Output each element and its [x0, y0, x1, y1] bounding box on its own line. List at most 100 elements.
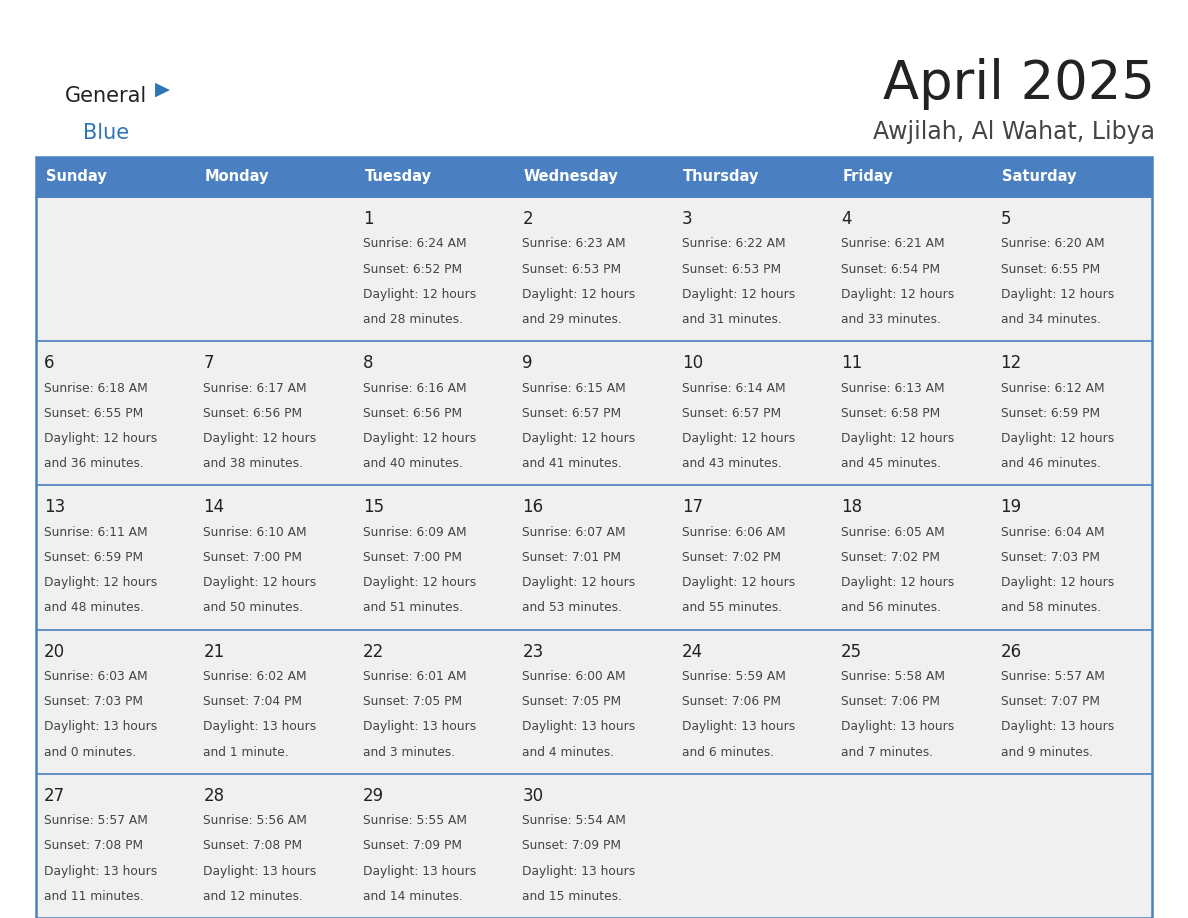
Text: 29: 29 [362, 787, 384, 805]
Bar [355, 630, 514, 774]
Text: Sunset: 7:05 PM: Sunset: 7:05 PM [362, 695, 462, 708]
Text: and 41 minutes.: and 41 minutes. [523, 457, 623, 470]
Text: Daylight: 13 hours: Daylight: 13 hours [44, 865, 157, 878]
Text: Awjilah, Al Wahat, Libya: Awjilah, Al Wahat, Libya [873, 120, 1155, 144]
Text: Daylight: 13 hours: Daylight: 13 hours [523, 865, 636, 878]
Bar [674, 486, 833, 630]
Text: and 53 minutes.: and 53 minutes. [523, 601, 623, 614]
Text: Sunset: 7:09 PM: Sunset: 7:09 PM [523, 839, 621, 853]
Bar [355, 486, 514, 630]
Text: and 3 minutes.: and 3 minutes. [362, 745, 455, 758]
Text: Sunset: 6:57 PM: Sunset: 6:57 PM [523, 407, 621, 420]
Text: Sunrise: 6:06 AM: Sunrise: 6:06 AM [682, 526, 785, 539]
Text: Sunrise: 6:20 AM: Sunrise: 6:20 AM [1000, 238, 1104, 251]
Bar [36, 486, 196, 630]
Text: Sunrise: 6:14 AM: Sunrise: 6:14 AM [682, 382, 785, 395]
Text: Daylight: 12 hours: Daylight: 12 hours [682, 288, 795, 301]
Text: Sunset: 7:03 PM: Sunset: 7:03 PM [1000, 551, 1100, 564]
Text: Sunrise: 6:11 AM: Sunrise: 6:11 AM [44, 526, 147, 539]
Text: Sunrise: 5:54 AM: Sunrise: 5:54 AM [523, 814, 626, 827]
Bar [355, 197, 514, 341]
Text: Sunrise: 5:56 AM: Sunrise: 5:56 AM [203, 814, 308, 827]
Text: Sunrise: 6:13 AM: Sunrise: 6:13 AM [841, 382, 944, 395]
Text: Sunset: 6:54 PM: Sunset: 6:54 PM [841, 263, 940, 275]
Text: and 33 minutes.: and 33 minutes. [841, 313, 941, 326]
Text: Sunrise: 6:18 AM: Sunrise: 6:18 AM [44, 382, 147, 395]
Text: Sunset: 6:56 PM: Sunset: 6:56 PM [362, 407, 462, 420]
Text: Sunrise: 6:00 AM: Sunrise: 6:00 AM [523, 670, 626, 683]
Text: Sunset: 6:53 PM: Sunset: 6:53 PM [682, 263, 781, 275]
Text: 3: 3 [682, 210, 693, 228]
Text: Sunset: 7:06 PM: Sunset: 7:06 PM [682, 695, 781, 708]
Text: Sunrise: 6:16 AM: Sunrise: 6:16 AM [362, 382, 467, 395]
Text: Sunset: 6:57 PM: Sunset: 6:57 PM [682, 407, 781, 420]
Bar [992, 197, 1152, 341]
Text: and 40 minutes.: and 40 minutes. [362, 457, 462, 470]
Text: Sunset: 7:00 PM: Sunset: 7:00 PM [203, 551, 303, 564]
Bar [833, 630, 992, 774]
Text: and 4 minutes.: and 4 minutes. [523, 745, 614, 758]
Text: Sunrise: 6:23 AM: Sunrise: 6:23 AM [523, 238, 626, 251]
Text: Blue: Blue [83, 123, 129, 143]
Text: Sunrise: 6:09 AM: Sunrise: 6:09 AM [362, 526, 467, 539]
Bar [833, 774, 992, 918]
Text: and 56 minutes.: and 56 minutes. [841, 601, 941, 614]
Text: Sunset: 7:08 PM: Sunset: 7:08 PM [203, 839, 303, 853]
Text: and 1 minute.: and 1 minute. [203, 745, 289, 758]
Text: 30: 30 [523, 787, 543, 805]
Text: 2: 2 [523, 210, 533, 228]
Text: Daylight: 13 hours: Daylight: 13 hours [523, 721, 636, 733]
Text: Sunset: 7:02 PM: Sunset: 7:02 PM [682, 551, 781, 564]
Text: 18: 18 [841, 498, 862, 517]
Text: and 38 minutes.: and 38 minutes. [203, 457, 303, 470]
Text: Daylight: 13 hours: Daylight: 13 hours [1000, 721, 1114, 733]
Text: Daylight: 13 hours: Daylight: 13 hours [682, 721, 795, 733]
Text: Sunrise: 6:22 AM: Sunrise: 6:22 AM [682, 238, 785, 251]
Text: Sunset: 7:09 PM: Sunset: 7:09 PM [362, 839, 462, 853]
Text: 15: 15 [362, 498, 384, 517]
Text: Sunset: 6:52 PM: Sunset: 6:52 PM [362, 263, 462, 275]
Text: Sunset: 7:06 PM: Sunset: 7:06 PM [841, 695, 940, 708]
Text: Sunrise: 6:24 AM: Sunrise: 6:24 AM [362, 238, 467, 251]
Text: Daylight: 12 hours: Daylight: 12 hours [362, 432, 476, 445]
Text: Tuesday: Tuesday [365, 170, 431, 185]
Bar [196, 486, 355, 630]
Text: Daylight: 12 hours: Daylight: 12 hours [1000, 577, 1114, 589]
Bar [674, 774, 833, 918]
Bar [36, 157, 1152, 918]
Text: Daylight: 12 hours: Daylight: 12 hours [841, 577, 954, 589]
Text: Daylight: 12 hours: Daylight: 12 hours [362, 577, 476, 589]
Text: Daylight: 12 hours: Daylight: 12 hours [523, 288, 636, 301]
Text: 23: 23 [523, 643, 543, 661]
Bar [36, 157, 196, 197]
Text: Thursday: Thursday [683, 170, 759, 185]
Bar [674, 197, 833, 341]
Bar [992, 486, 1152, 630]
Bar [36, 197, 196, 341]
Text: and 45 minutes.: and 45 minutes. [841, 457, 941, 470]
Text: Sunrise: 5:58 AM: Sunrise: 5:58 AM [841, 670, 946, 683]
Text: Daylight: 12 hours: Daylight: 12 hours [523, 577, 636, 589]
Text: Sunset: 6:58 PM: Sunset: 6:58 PM [841, 407, 941, 420]
Text: and 7 minutes.: and 7 minutes. [841, 745, 934, 758]
Bar [355, 341, 514, 486]
Text: 28: 28 [203, 787, 225, 805]
Text: Sunrise: 5:55 AM: Sunrise: 5:55 AM [362, 814, 467, 827]
Bar [355, 774, 514, 918]
Bar [833, 341, 992, 486]
Text: 25: 25 [841, 643, 862, 661]
Text: and 6 minutes.: and 6 minutes. [682, 745, 773, 758]
Bar [514, 630, 674, 774]
Text: 1: 1 [362, 210, 373, 228]
Text: April 2025: April 2025 [883, 59, 1155, 110]
Text: and 55 minutes.: and 55 minutes. [682, 601, 782, 614]
Bar [674, 341, 833, 486]
Text: and 58 minutes.: and 58 minutes. [1000, 601, 1100, 614]
Text: Daylight: 12 hours: Daylight: 12 hours [1000, 288, 1114, 301]
Text: Sunrise: 6:04 AM: Sunrise: 6:04 AM [1000, 526, 1104, 539]
Text: Sunset: 6:56 PM: Sunset: 6:56 PM [203, 407, 303, 420]
Text: and 29 minutes.: and 29 minutes. [523, 313, 623, 326]
Bar [992, 341, 1152, 486]
Text: 22: 22 [362, 643, 384, 661]
Text: Daylight: 12 hours: Daylight: 12 hours [203, 577, 317, 589]
